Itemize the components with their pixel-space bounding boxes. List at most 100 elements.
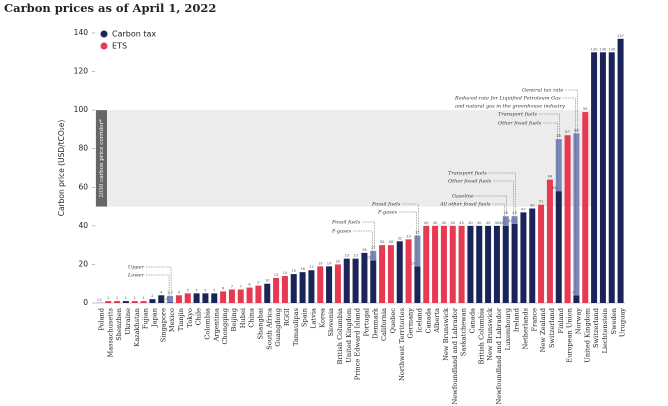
value-label: 49 [530, 204, 535, 208]
x-tick-label: France [530, 308, 538, 332]
bar [449, 225, 456, 303]
bar [122, 301, 129, 303]
bar [343, 258, 350, 303]
x-tick-label: Shanghai [256, 308, 264, 339]
value-label: 6 [222, 286, 225, 290]
x-tick-label: Finland [557, 307, 565, 333]
bar [458, 225, 465, 303]
annotation: Lower [127, 273, 145, 279]
value-label: 5 [195, 288, 197, 292]
value-label: 40 [468, 221, 473, 225]
value-label: 99 [583, 107, 588, 111]
value-label: 26 [362, 248, 367, 252]
x-tick-label: Ukraine [124, 308, 132, 335]
bar [202, 293, 209, 303]
y-tick-label: 60 [78, 182, 88, 191]
annotation-leader [538, 113, 560, 139]
value-label: 5 [213, 288, 215, 292]
bar-upper [370, 250, 377, 261]
value-label: 7 [240, 285, 242, 289]
bar-lower [555, 191, 562, 303]
value-label: 51 [539, 200, 544, 204]
x-tick-label: Sweden [610, 307, 618, 334]
bar-upper [555, 139, 562, 192]
value-label: 45 [503, 211, 508, 215]
x-tick-label: New Brunswick [486, 307, 494, 361]
x-tick-label: Norway [574, 308, 582, 334]
bar [361, 252, 368, 303]
bar [529, 208, 536, 303]
value-label: 130 [608, 47, 616, 51]
bar-lower [573, 295, 580, 303]
x-tick-label: Chile [195, 308, 203, 326]
x-tick-label: Fujian [142, 307, 150, 329]
annotation: Fossil fuels [331, 220, 361, 226]
bar [228, 289, 235, 303]
bar [423, 225, 430, 303]
value-label: 130 [591, 47, 599, 51]
annotation-leader [145, 274, 170, 302]
annotation: Other fossil fuels [448, 179, 492, 185]
bar [546, 179, 553, 303]
bar [299, 272, 306, 303]
value-label: 30 [380, 240, 385, 244]
bar [352, 258, 359, 303]
value-label: 22 [367, 256, 372, 260]
x-tick-label: British Columbia [336, 308, 344, 365]
value-label: 32 [397, 236, 402, 240]
value-label: 15 [291, 269, 296, 273]
legend-swatch [100, 42, 108, 50]
value-label: 58 [552, 186, 557, 190]
x-tick-label: Kazakhstan [133, 307, 141, 346]
value-label: 130 [599, 47, 607, 51]
value-label: 35 [415, 231, 420, 235]
value-label: 27 [371, 246, 376, 250]
value-label: 3.7 [167, 291, 173, 295]
x-tick-label: Denmark [371, 307, 379, 339]
bar [564, 135, 571, 303]
x-tick-label: Alberta [433, 308, 441, 334]
x-tick-label: Portugal [362, 308, 370, 336]
value-label: 1 [125, 296, 127, 300]
bar [237, 289, 244, 303]
value-label: 30 [389, 240, 394, 244]
bar [405, 239, 412, 303]
x-tick-label: Luxembourg [504, 307, 512, 350]
bar [520, 212, 527, 303]
x-tick-label: New Brunswick [442, 307, 450, 361]
value-label: 88 [574, 128, 579, 132]
bar [334, 264, 341, 303]
annotation: Upper [128, 265, 145, 271]
bar-lower [370, 260, 377, 303]
y-tick-label: 140 [74, 28, 89, 37]
value-label: 1 [107, 296, 109, 300]
x-tick-label: Poland [97, 307, 105, 330]
x-tick-label: Slovenia [327, 308, 335, 337]
bar [264, 283, 271, 303]
value-label: 40 [450, 221, 455, 225]
annotation-leader [492, 203, 505, 225]
bar-lower [167, 302, 174, 303]
x-tick-label: Newfoundland and Labrador [451, 307, 459, 404]
value-label: 0.4 [162, 297, 168, 301]
value-label: 8 [248, 283, 251, 287]
corridor-label-box [96, 110, 107, 207]
annotation: Fossil fuels [371, 202, 401, 208]
annotation-leader [562, 97, 576, 295]
x-tick-label: Northwest Territories [398, 307, 406, 380]
annotation-leader [362, 221, 375, 250]
annotation-leader [475, 195, 507, 216]
bar [387, 245, 394, 303]
x-tick-label: Tokyo [186, 308, 194, 328]
x-tick-label: United Kingdom [345, 307, 353, 362]
annotation: F-gases [331, 229, 352, 235]
x-tick-label: Colombia [203, 308, 211, 340]
value-label: <1 [97, 298, 102, 302]
value-label: 1 [142, 296, 144, 300]
x-tick-label: Liechtenstein [601, 307, 609, 353]
legend-swatch [100, 30, 108, 38]
bar [379, 245, 386, 303]
bar [246, 287, 253, 303]
value-label: 19 [318, 261, 323, 265]
annotation-leader [353, 230, 373, 260]
